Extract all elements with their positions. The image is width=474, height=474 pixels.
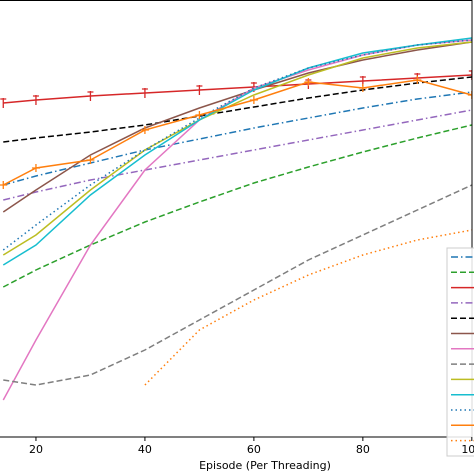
series-line [2, 79, 472, 186]
x-tick-label: 20 [29, 443, 43, 456]
plot-area [0, 37, 472, 401]
series-line [2, 124, 472, 288]
series-line [3, 109, 472, 201]
marker [32, 95, 39, 105]
marker [249, 96, 258, 104]
x-tick-label: 60 [247, 443, 261, 456]
marker [195, 111, 204, 119]
series-line [3, 184, 472, 386]
marker [196, 85, 203, 95]
series-line [3, 76, 472, 143]
marker [413, 76, 422, 84]
marker [141, 88, 148, 98]
marker [304, 78, 313, 86]
marker [0, 98, 7, 108]
x-tick-label: 100 [461, 443, 474, 456]
marker [0, 181, 8, 189]
series-line [2, 41, 472, 256]
legend-box [446, 247, 474, 457]
x-tick-label: 80 [356, 443, 370, 456]
marker [140, 126, 149, 134]
series-line [144, 229, 472, 386]
marker [31, 164, 40, 172]
marker [86, 156, 95, 164]
series-line [2, 37, 472, 266]
marker [87, 91, 94, 101]
series-line [2, 39, 472, 401]
series-line [2, 41, 472, 213]
x-tick-label: 40 [138, 443, 152, 456]
series-line [3, 74, 472, 104]
x-axis-label: Episode (Per Threading) [199, 459, 331, 472]
marker [358, 84, 367, 92]
series-line [2, 39, 472, 251]
series-line [3, 91, 472, 186]
legend [446, 247, 474, 457]
